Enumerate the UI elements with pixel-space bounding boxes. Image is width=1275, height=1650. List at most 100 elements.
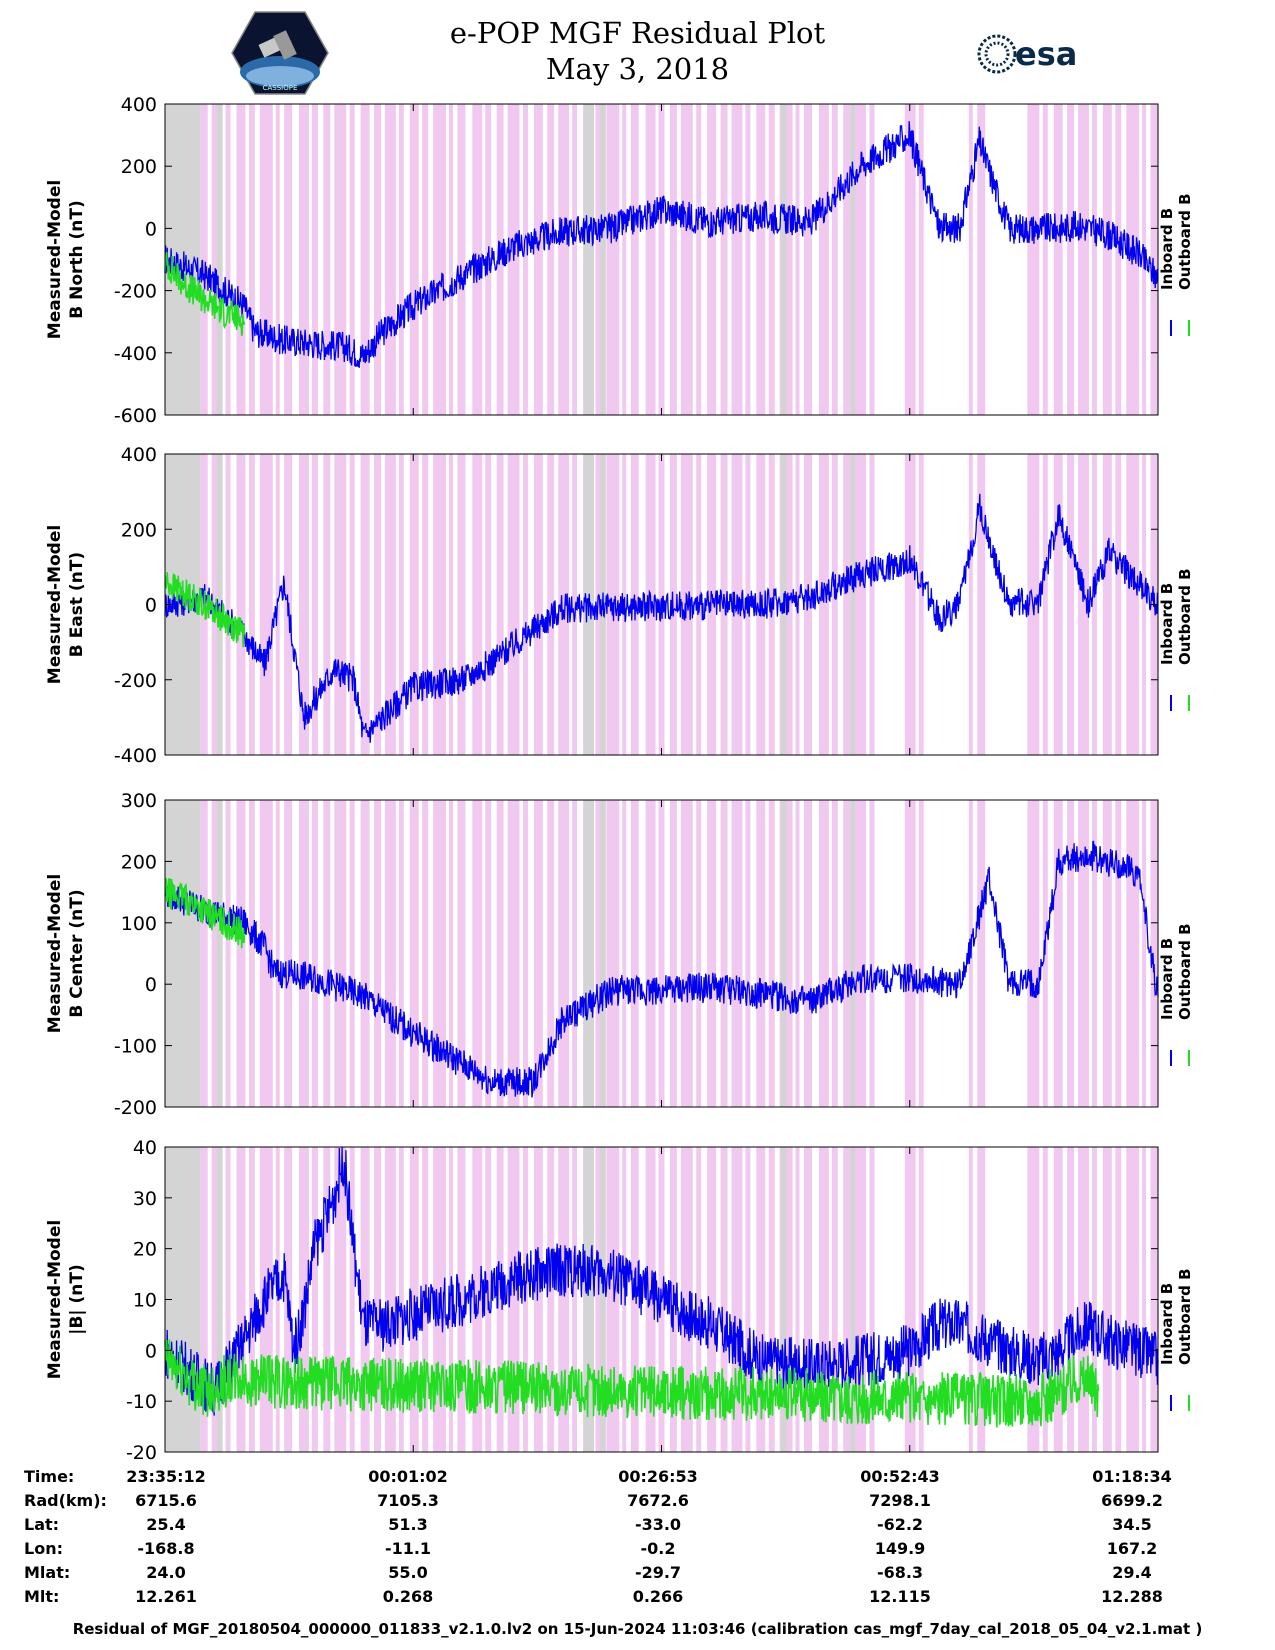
pass-shading-band [1142, 800, 1147, 1107]
pass-shading-band [768, 104, 775, 415]
pass-shading-band [831, 454, 838, 755]
tick-lat: -33.0 [634, 1515, 682, 1534]
legend-outboard: Outboard B [1176, 923, 1194, 1020]
pass-shading-band [360, 454, 370, 755]
legend-outboard-swatch [1188, 1050, 1190, 1066]
pass-shading-band [422, 104, 429, 415]
gap-shading-band [599, 800, 606, 1107]
tick-mlt: 12.288 [1101, 1587, 1163, 1606]
pass-shading-band [918, 454, 924, 755]
pass-shading-band [1115, 1147, 1122, 1452]
pass-shading-band [398, 1147, 404, 1452]
pass-shading-band [349, 800, 355, 1107]
pass-shading-band [533, 1147, 543, 1452]
legend-inboard-swatch [1170, 1050, 1172, 1066]
pass-shading-band [409, 800, 419, 1107]
legend-inboard: Inboard B [1158, 1282, 1176, 1365]
y-tick-label: 30 [133, 1188, 157, 1210]
pass-shading-band [645, 800, 656, 1107]
pass-shading-band [1027, 104, 1040, 415]
pass-shading-band [457, 1147, 466, 1452]
pass-shading-band [1150, 800, 1158, 1107]
pass-shading-band [843, 800, 851, 1107]
pass-shading-band [1067, 454, 1075, 755]
pass-shading-band [731, 1147, 743, 1452]
pass-shading-band [768, 1147, 775, 1452]
pass-shading-band [720, 1147, 728, 1452]
pass-shading-band [622, 800, 627, 1107]
pass-shading-band [595, 454, 602, 755]
pass-shading-band [1078, 104, 1089, 415]
y-tick-label: -100 [114, 1036, 157, 1058]
pass-shading-band [248, 800, 255, 1107]
pass-shading-band [1078, 800, 1089, 1107]
pass-shading-band [696, 800, 702, 1107]
pass-shading-band [236, 1147, 246, 1452]
pass-shading-band [843, 454, 851, 755]
y-axis-label: B Center (nT) [67, 889, 87, 1017]
pass-shading-band [433, 104, 447, 415]
pass-shading-band [977, 104, 986, 415]
pass-shading-band [507, 1147, 520, 1452]
tick-time: 01:18:34 [1092, 1467, 1172, 1486]
pass-shading-band [311, 104, 318, 415]
legend-panel-4: Inboard B Outboard B [1158, 1265, 1194, 1415]
pass-shading-band [472, 454, 483, 755]
pass-shading-band [645, 104, 656, 415]
pass-shading-band [533, 104, 543, 415]
y-tick-label: -200 [114, 1097, 157, 1119]
pass-shading-band [630, 104, 639, 415]
pass-shading-band [259, 454, 273, 755]
pass-shading-band [745, 800, 751, 1107]
pass-shading-band [745, 1147, 751, 1452]
pass-shading-band [1102, 800, 1112, 1107]
series-inboard-line [164, 121, 1159, 368]
pass-shading-band [311, 800, 318, 1107]
pass-shading-band [731, 104, 743, 415]
legend-panel-2: Inboard B Outboard B [1158, 565, 1194, 715]
y-tick-label: 200 [121, 519, 157, 541]
y-axis-label: Measured-Model [45, 180, 65, 339]
gap-shading-band [216, 1147, 223, 1452]
info-column: 00:01:02 7105.3 51.3 -11.1 55.0 0.268 [328, 1467, 488, 1611]
pass-shading-band [669, 104, 677, 415]
legend-outboard-swatch [1188, 1395, 1190, 1411]
pass-shading-band [818, 800, 829, 1107]
pass-shading-band [547, 454, 555, 755]
pass-shading-band [558, 1147, 570, 1452]
pass-shading-band [507, 454, 520, 755]
esa-swirl-icon [977, 34, 1017, 74]
info-label-time: Time: [24, 1467, 75, 1486]
pass-shading-band [472, 800, 483, 1107]
pass-shading-band [485, 104, 492, 415]
pass-shading-band [507, 800, 520, 1107]
pass-shading-band [433, 454, 447, 755]
pass-shading-band [422, 454, 429, 755]
pass-shading-band [1115, 800, 1122, 1107]
pass-shading-band [323, 800, 331, 1107]
pass-shading-band [572, 1147, 578, 1452]
tick-lon: 149.9 [874, 1539, 926, 1558]
tick-rad: 7298.1 [869, 1491, 931, 1510]
pass-shading-band [658, 104, 665, 415]
y-tick-label: 0 [145, 974, 157, 996]
pass-shading-band [311, 1147, 318, 1452]
y-tick-label: 200 [121, 156, 157, 178]
y-axis-label: Measured-Model [45, 1220, 65, 1379]
series-outboard-line [164, 878, 246, 949]
legend-panel-1: Inboard B Outboard B [1158, 190, 1194, 340]
pass-shading-band [558, 800, 570, 1107]
series-outboard-line [164, 572, 246, 648]
gap-shading-band [599, 1147, 606, 1452]
esa-logo: esa [977, 34, 1077, 74]
pass-shading-band [448, 104, 453, 415]
y-axis-label: |B| (nT) [67, 1264, 87, 1335]
info-label-lon: Lon: [24, 1539, 63, 1558]
pass-shading-band [448, 454, 453, 755]
panel-b-north: 400 200 0 -200 -400 -600 Measured-Model B North… [45, 94, 1159, 427]
pass-shading-band [768, 800, 775, 1107]
pass-shading-band [622, 1147, 627, 1452]
pass-shading-band [756, 104, 766, 415]
series-inboard-line [164, 493, 1159, 743]
tick-mlat: -68.3 [876, 1563, 924, 1582]
